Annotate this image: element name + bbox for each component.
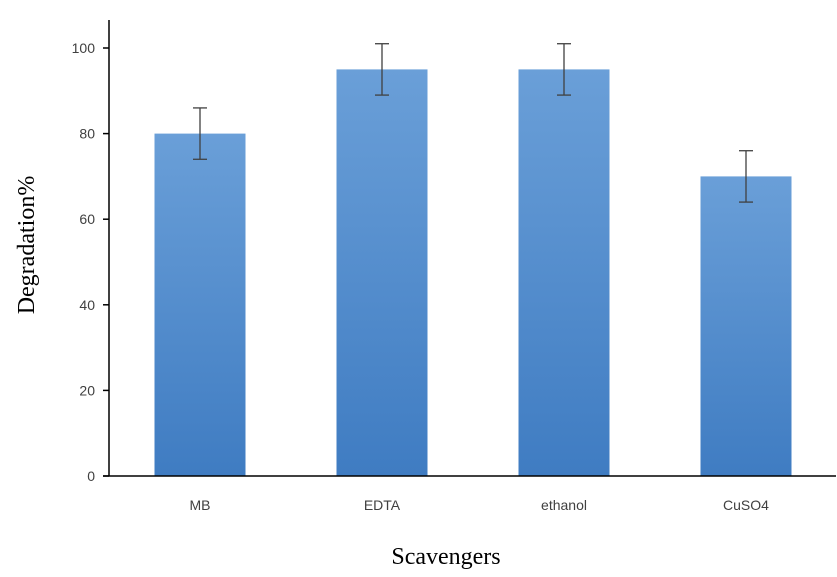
- x-axis-title: Scavengers: [391, 544, 500, 570]
- y-tick-label: 60: [79, 211, 95, 227]
- y-axis-title: Degradation%: [14, 176, 40, 315]
- error-bar-ethanol: [557, 43, 571, 96]
- bars-layer: [154, 69, 792, 477]
- y-tick-label: 20: [79, 382, 95, 398]
- bar-ethanol: [518, 69, 610, 477]
- bar-edta: [336, 69, 428, 477]
- x-ticks-layer: MB EDTA ethanol CuSO4: [190, 497, 770, 513]
- error-bar-mb: [193, 107, 207, 160]
- x-tick-label: ethanol: [541, 497, 587, 513]
- y-tick-label: 100: [72, 40, 96, 56]
- error-bars-layer: [193, 43, 753, 203]
- x-tick-label: CuSO4: [723, 497, 769, 513]
- y-tick-label: 0: [87, 468, 95, 484]
- bar-cuso4: [700, 176, 792, 476]
- y-tick-label: 80: [79, 126, 95, 142]
- y-ticks-layer: 0 20 40 60 80 100: [72, 40, 109, 484]
- x-tick-label: MB: [190, 497, 211, 513]
- error-bar-edta: [375, 43, 389, 96]
- error-bar-cuso4: [739, 150, 753, 203]
- x-tick-label: EDTA: [364, 497, 401, 513]
- y-tick-label: 40: [79, 297, 95, 313]
- bar-mb: [154, 133, 246, 476]
